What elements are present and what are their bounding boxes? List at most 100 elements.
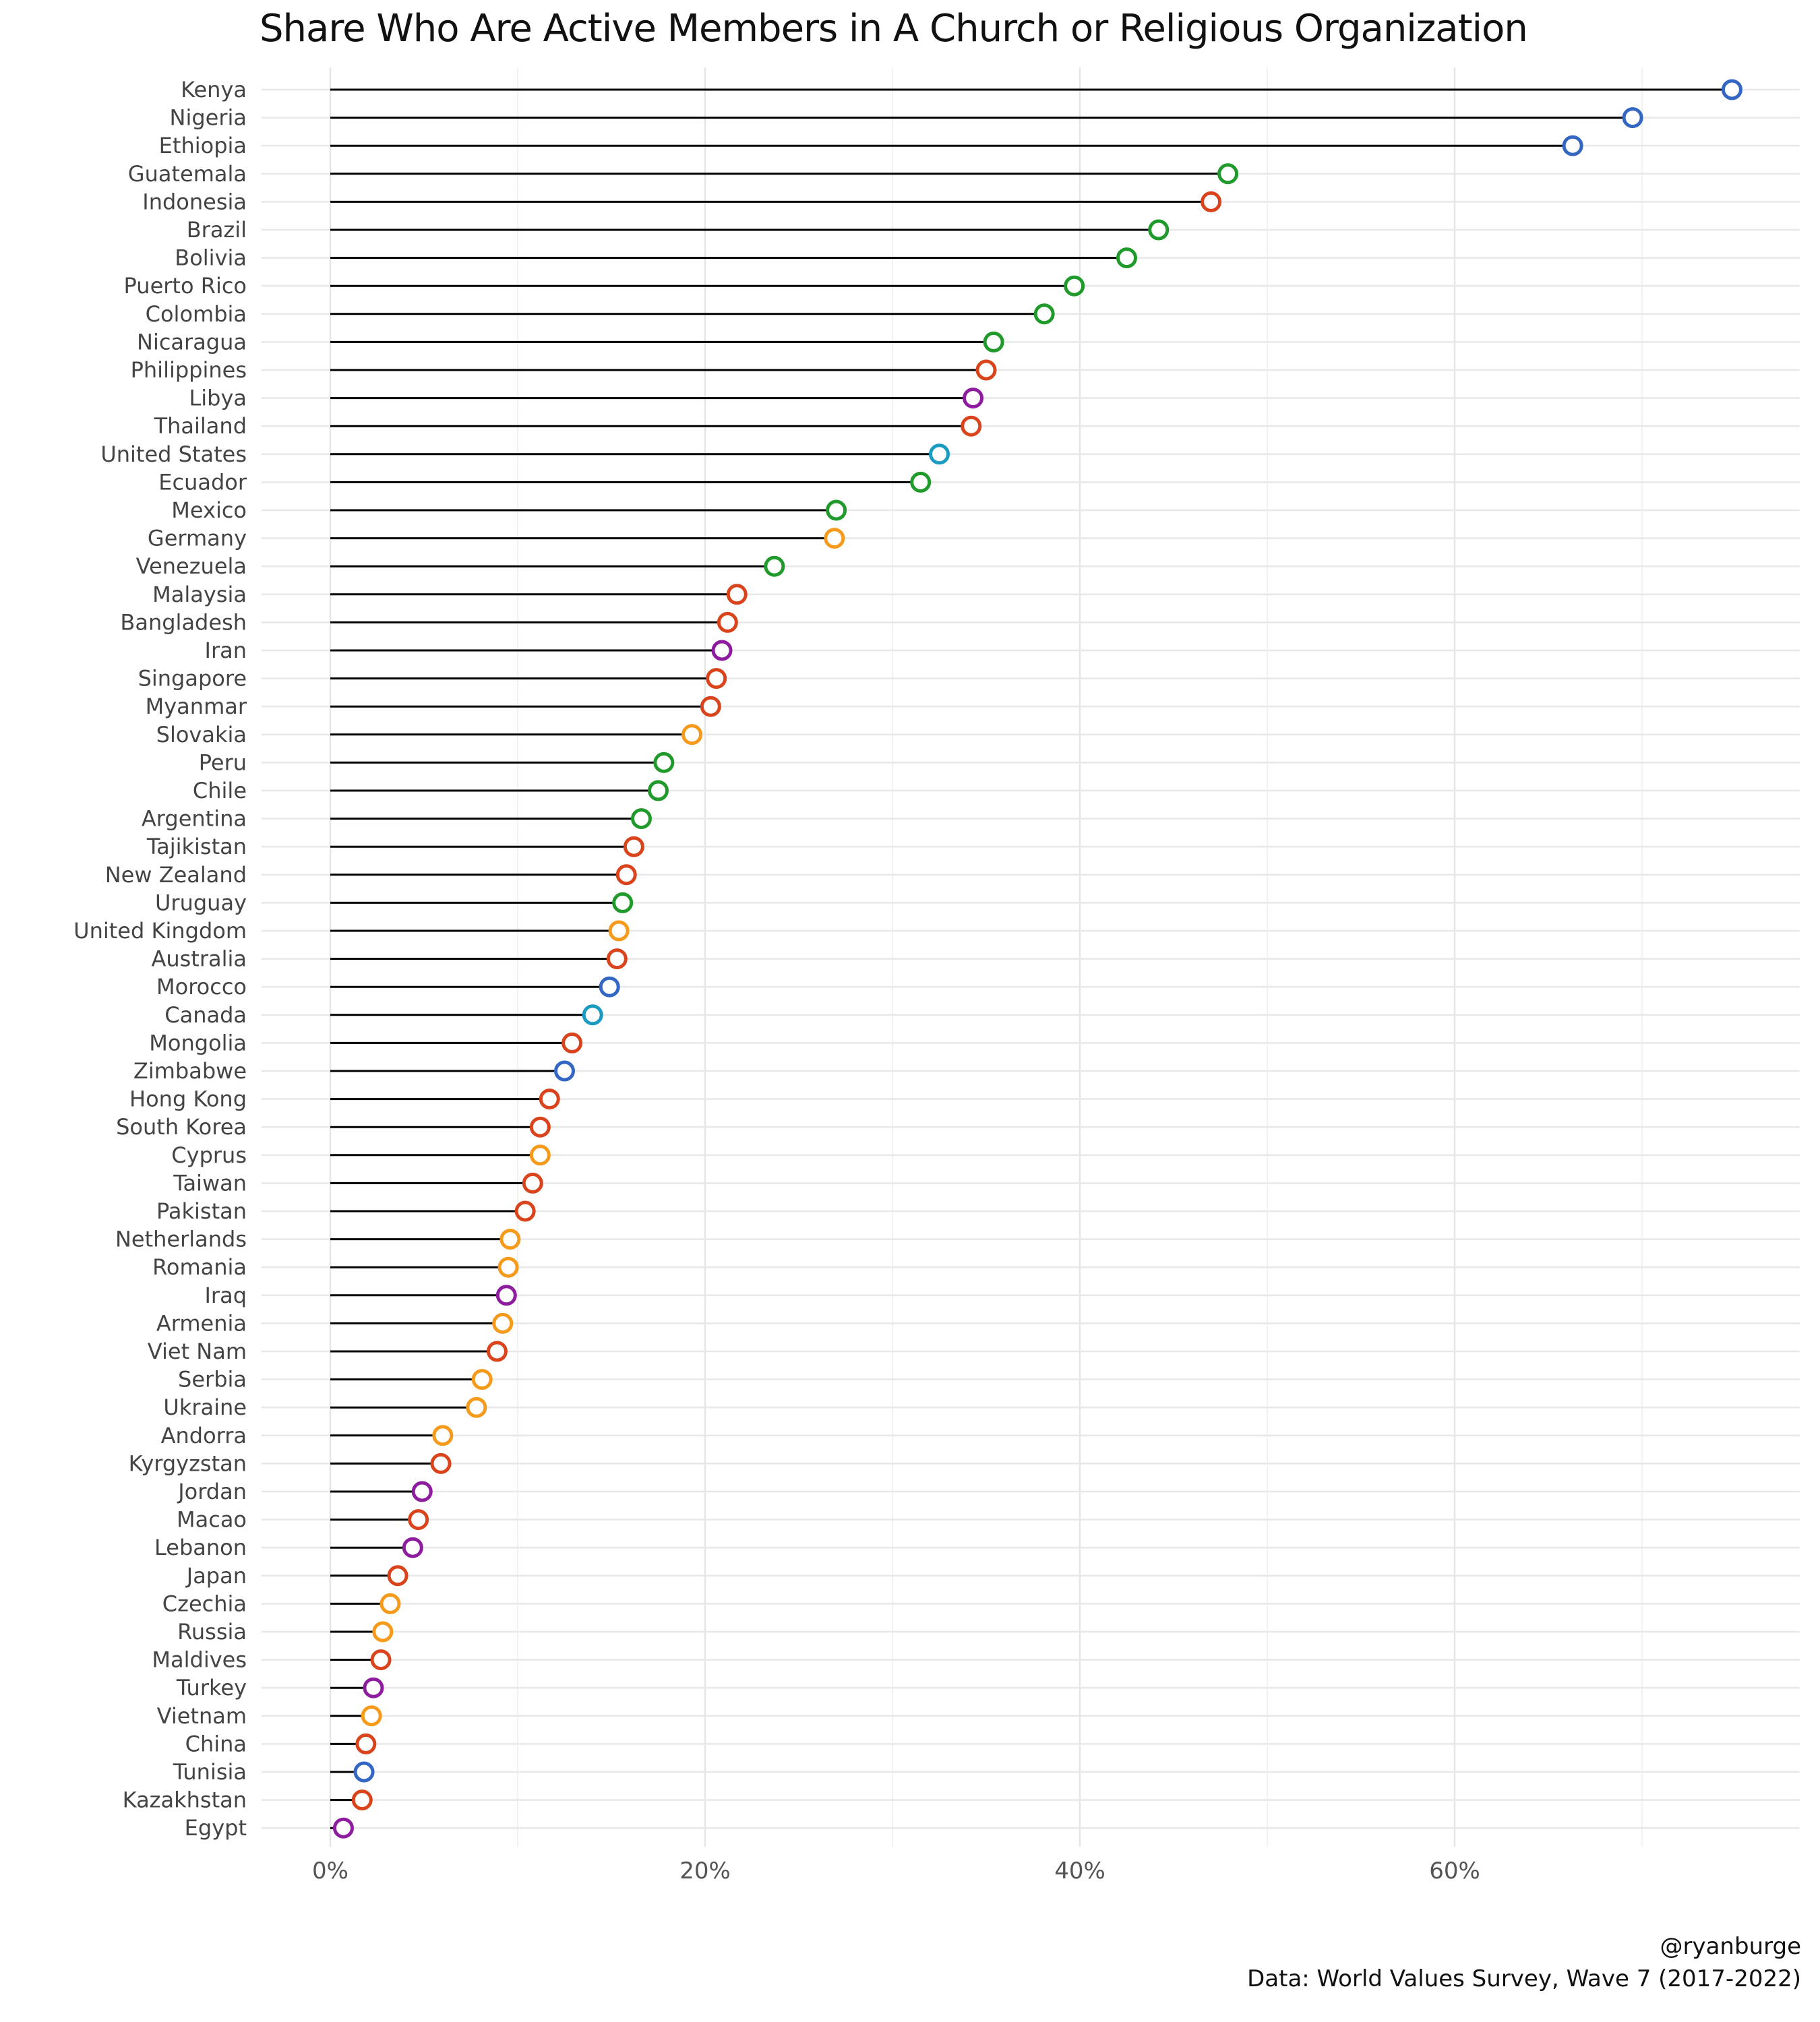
lollipop-point xyxy=(983,331,1004,353)
lollipop-point xyxy=(910,471,932,493)
lollipop-point xyxy=(648,780,669,801)
y-tick-label: Japan xyxy=(185,1563,247,1589)
lollipop-point xyxy=(612,892,634,913)
lollipop-point xyxy=(1116,247,1137,269)
lollipop-point xyxy=(764,555,785,577)
lollipop-point xyxy=(411,1481,433,1502)
lollipop-point xyxy=(361,1705,382,1727)
lollipop-point xyxy=(486,1341,508,1362)
lollipop-point xyxy=(623,836,644,857)
y-tick-label: China xyxy=(185,1731,247,1756)
lollipop-point xyxy=(539,1089,560,1110)
lollipop-point xyxy=(1201,191,1222,212)
y-tick-label: Iran xyxy=(205,638,247,663)
lollipop-point xyxy=(492,1312,514,1334)
y-tick-label: Jordan xyxy=(177,1479,247,1504)
y-tick-label: Iraq xyxy=(204,1283,247,1308)
lollipop-point xyxy=(963,388,984,409)
lollipop-point xyxy=(582,1004,603,1026)
lollipop-point xyxy=(961,415,982,437)
lollipop-point xyxy=(387,1565,408,1587)
lollipop-point xyxy=(608,920,630,942)
y-tick-label: South Korea xyxy=(116,1114,247,1140)
lollipop-point xyxy=(363,1677,384,1698)
lollipop-point xyxy=(706,668,727,690)
lollipop-point xyxy=(402,1537,423,1558)
y-tick-label: United States xyxy=(100,441,247,467)
lollipop-point xyxy=(370,1649,392,1671)
lollipop-point xyxy=(1217,163,1239,185)
y-tick-label: Andorra xyxy=(161,1423,247,1448)
lollipop-point xyxy=(1148,219,1170,241)
lollipop-point xyxy=(554,1060,575,1082)
lollipop-point xyxy=(514,1200,536,1222)
y-tick-label: Philippines xyxy=(131,357,247,383)
lollipop-point xyxy=(653,752,675,773)
y-tick-label: Bangladesh xyxy=(120,609,247,635)
lollipop-point xyxy=(495,1285,517,1306)
y-tick-label: Tajikistan xyxy=(146,834,247,859)
y-tick-label: Lebanon xyxy=(154,1535,247,1560)
y-tick-label: Egypt xyxy=(185,1815,247,1841)
lollipop-point xyxy=(1033,303,1055,325)
y-tick-label: Slovakia xyxy=(156,722,247,747)
x-axis-tick-labels: 0% 20% 40% 60% xyxy=(312,1858,1480,1885)
y-tick-label: United Kingdom xyxy=(73,918,247,944)
lollipop-point xyxy=(562,1032,583,1053)
lollipop-point xyxy=(432,1425,454,1446)
y-tick-label: Australia xyxy=(151,946,247,972)
y-tick-label: Mongolia xyxy=(149,1030,247,1055)
y-tick-label: Serbia xyxy=(178,1367,247,1392)
y-tick-label: Kazakhstan xyxy=(123,1787,247,1813)
lollipop-point xyxy=(355,1733,377,1754)
lollipop-point xyxy=(717,611,738,633)
lollipop-point xyxy=(466,1397,487,1418)
y-tick-label: Russia xyxy=(177,1619,247,1645)
lollipop-point xyxy=(711,640,733,661)
caption-handle: @ryanburge xyxy=(1660,1933,1802,1960)
x-tick-label: 20% xyxy=(679,1858,731,1885)
caption-source: Data: World Values Survey, Wave 7 (2017-… xyxy=(1247,1965,1801,1992)
x-tick-label: 60% xyxy=(1429,1858,1480,1885)
y-tick-label: Netherlands xyxy=(115,1227,247,1252)
x-tick-label: 40% xyxy=(1054,1858,1105,1885)
lollipop-point xyxy=(681,724,703,745)
y-tick-label: Indonesia xyxy=(142,189,247,214)
y-tick-label: Myanmar xyxy=(146,694,247,719)
lollipop-point xyxy=(630,808,652,830)
y-tick-label: Zimbabwe xyxy=(133,1058,247,1084)
y-tick-label: Puerto Rico xyxy=(124,273,247,299)
y-tick-label: Ecuador xyxy=(158,469,247,495)
y-tick-label: Ethiopia xyxy=(159,133,247,158)
lollipop-point xyxy=(430,1452,452,1474)
y-tick-label: Guatemala xyxy=(128,161,247,187)
lollipop-point xyxy=(975,359,997,381)
y-tick-label: Kenya xyxy=(181,77,247,102)
y-tick-label: Singapore xyxy=(138,666,247,692)
y-tick-label: Canada xyxy=(164,1002,247,1028)
lollipop-point xyxy=(353,1761,375,1783)
lollipop-point xyxy=(606,948,628,970)
y-tick-label: Pakistan xyxy=(156,1198,247,1224)
lollipop-point xyxy=(372,1621,394,1643)
lollipop-point xyxy=(1721,79,1742,100)
y-tick-label: Czechia xyxy=(162,1591,247,1616)
y-tick-label: Vietnam xyxy=(157,1703,247,1729)
y-tick-label: Cyprus xyxy=(171,1142,247,1168)
y-tick-label: Chile xyxy=(193,778,247,803)
y-tick-label: Brazil xyxy=(187,217,247,243)
y-tick-label: Morocco xyxy=(156,974,247,1000)
lollipop-point xyxy=(824,528,845,549)
lollipop-point xyxy=(929,443,950,465)
lollipop-point xyxy=(1064,275,1085,297)
y-tick-label: Tunisia xyxy=(173,1759,247,1785)
y-tick-label: Romania xyxy=(152,1254,247,1280)
lollipop-point xyxy=(471,1369,493,1390)
y-tick-label: New Zealand xyxy=(105,862,247,888)
lollipop-point xyxy=(408,1509,429,1531)
lollipop-point xyxy=(332,1817,354,1839)
y-tick-label: Germany xyxy=(148,526,247,551)
y-tick-label: Malaysia xyxy=(152,582,247,607)
y-tick-label: Mexico xyxy=(171,497,247,523)
